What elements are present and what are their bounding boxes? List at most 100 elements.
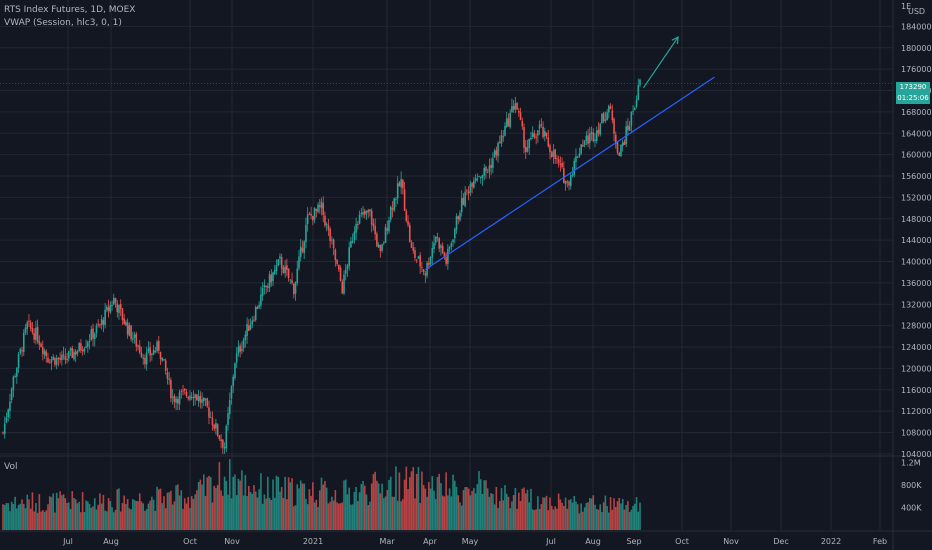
candle-body: [507, 118, 510, 127]
volume-bar: [320, 477, 323, 530]
volume-bar: [163, 496, 165, 530]
candle-body: [332, 239, 335, 249]
forecast-arrow-head: [671, 36, 679, 45]
volume-bar: [537, 496, 539, 530]
candle-body: [322, 203, 325, 215]
volume-bar: [554, 506, 556, 530]
candle-body: [142, 357, 145, 359]
candle-body: [320, 201, 323, 209]
candle-body: [73, 352, 75, 360]
volume-bar: [177, 484, 179, 530]
candle-body: [197, 396, 200, 401]
volume-bar: [367, 505, 370, 530]
candle-body: [512, 106, 515, 111]
volume-bar: [196, 490, 198, 530]
candle-body: [549, 145, 551, 153]
candle-body: [125, 321, 127, 326]
candle-body: [109, 305, 112, 313]
volume-bar: [97, 504, 100, 530]
volume-bar: [298, 488, 300, 530]
volume-tick-label: 1.2M: [901, 459, 921, 468]
candle-body: [524, 146, 527, 153]
candle-body: [83, 348, 86, 352]
volume-bar: [505, 493, 508, 530]
candle-body: [42, 347, 44, 354]
volume-bar: [247, 485, 250, 530]
volume-bar: [272, 479, 274, 530]
candle-body: [402, 180, 404, 189]
candle-body: [547, 137, 550, 147]
candle-body: [635, 99, 638, 107]
candle-body: [254, 307, 257, 320]
volume-bar: [530, 488, 532, 530]
candle-body: [239, 345, 241, 352]
volume-bar: [102, 494, 105, 530]
volume-bar: [512, 494, 515, 530]
volume-bar: [448, 488, 451, 530]
indicator-title[interactable]: VWAP (Session, hlc3, 0, 1): [4, 18, 122, 28]
volume-bar: [222, 495, 224, 530]
volume-bar: [635, 497, 638, 530]
price-tick-label: 156000: [901, 172, 932, 181]
volume-bar: [348, 487, 350, 530]
candle-body: [202, 397, 205, 402]
volume-bar: [357, 501, 359, 530]
volume-bar: [559, 499, 562, 530]
candle-body: [171, 396, 174, 398]
candle-body: [360, 212, 363, 214]
candle-body: [145, 352, 148, 365]
volume-bar: [230, 498, 233, 530]
candle-body: [563, 168, 565, 184]
candle-body: [260, 294, 262, 306]
time-tick-label: Sep: [626, 537, 641, 546]
candle-body: [490, 164, 492, 168]
candle-body: [249, 324, 252, 330]
volume-bar: [289, 482, 292, 530]
volume-bar: [123, 495, 125, 530]
volume-bar: [351, 504, 354, 530]
candle-body: [10, 388, 13, 400]
volume-bar: [614, 506, 617, 530]
volume-bar: [329, 501, 331, 530]
currency-label[interactable]: USD: [908, 7, 926, 16]
candle-body: [97, 324, 100, 326]
candle-body: [164, 360, 167, 371]
volume-bar: [353, 491, 356, 530]
candle-body: [114, 297, 117, 303]
candle-body: [116, 303, 119, 313]
volume-bar: [341, 502, 344, 530]
candle-body: [554, 149, 556, 159]
price-tick-label: 180000: [901, 44, 932, 53]
price-tick-label: 148000: [901, 215, 932, 224]
time-tick-label: Nov: [723, 537, 739, 546]
candle-body: [569, 175, 572, 186]
candle-body: [481, 175, 484, 179]
candle-body: [412, 247, 415, 251]
volume-bar: [450, 496, 453, 530]
volume-bar: [502, 500, 505, 530]
volume-bar: [256, 497, 259, 530]
volume-bar: [587, 502, 589, 530]
candle-body: [144, 357, 146, 365]
volume-bar: [239, 480, 241, 530]
volume-bar: [459, 502, 461, 530]
candle-body: [374, 225, 376, 235]
volume-bar: [592, 495, 595, 530]
volume-bar: [192, 498, 195, 530]
volume-bar: [175, 485, 177, 530]
candle-body: [578, 153, 581, 157]
volume-bar: [33, 511, 35, 530]
volume-bar: [253, 485, 255, 530]
candle-body: [12, 376, 15, 390]
volume-bar: [59, 491, 61, 530]
symbol-title[interactable]: RTS Index Futures, 1D, MOEX: [4, 5, 136, 15]
candle-body: [235, 353, 238, 363]
candle-body: [384, 227, 387, 243]
volume-bar: [625, 505, 627, 530]
candle-body: [112, 297, 115, 305]
candle-body: [268, 274, 271, 288]
candle-body: [71, 348, 74, 358]
volume-bar: [78, 501, 80, 530]
candle-body: [62, 354, 65, 356]
